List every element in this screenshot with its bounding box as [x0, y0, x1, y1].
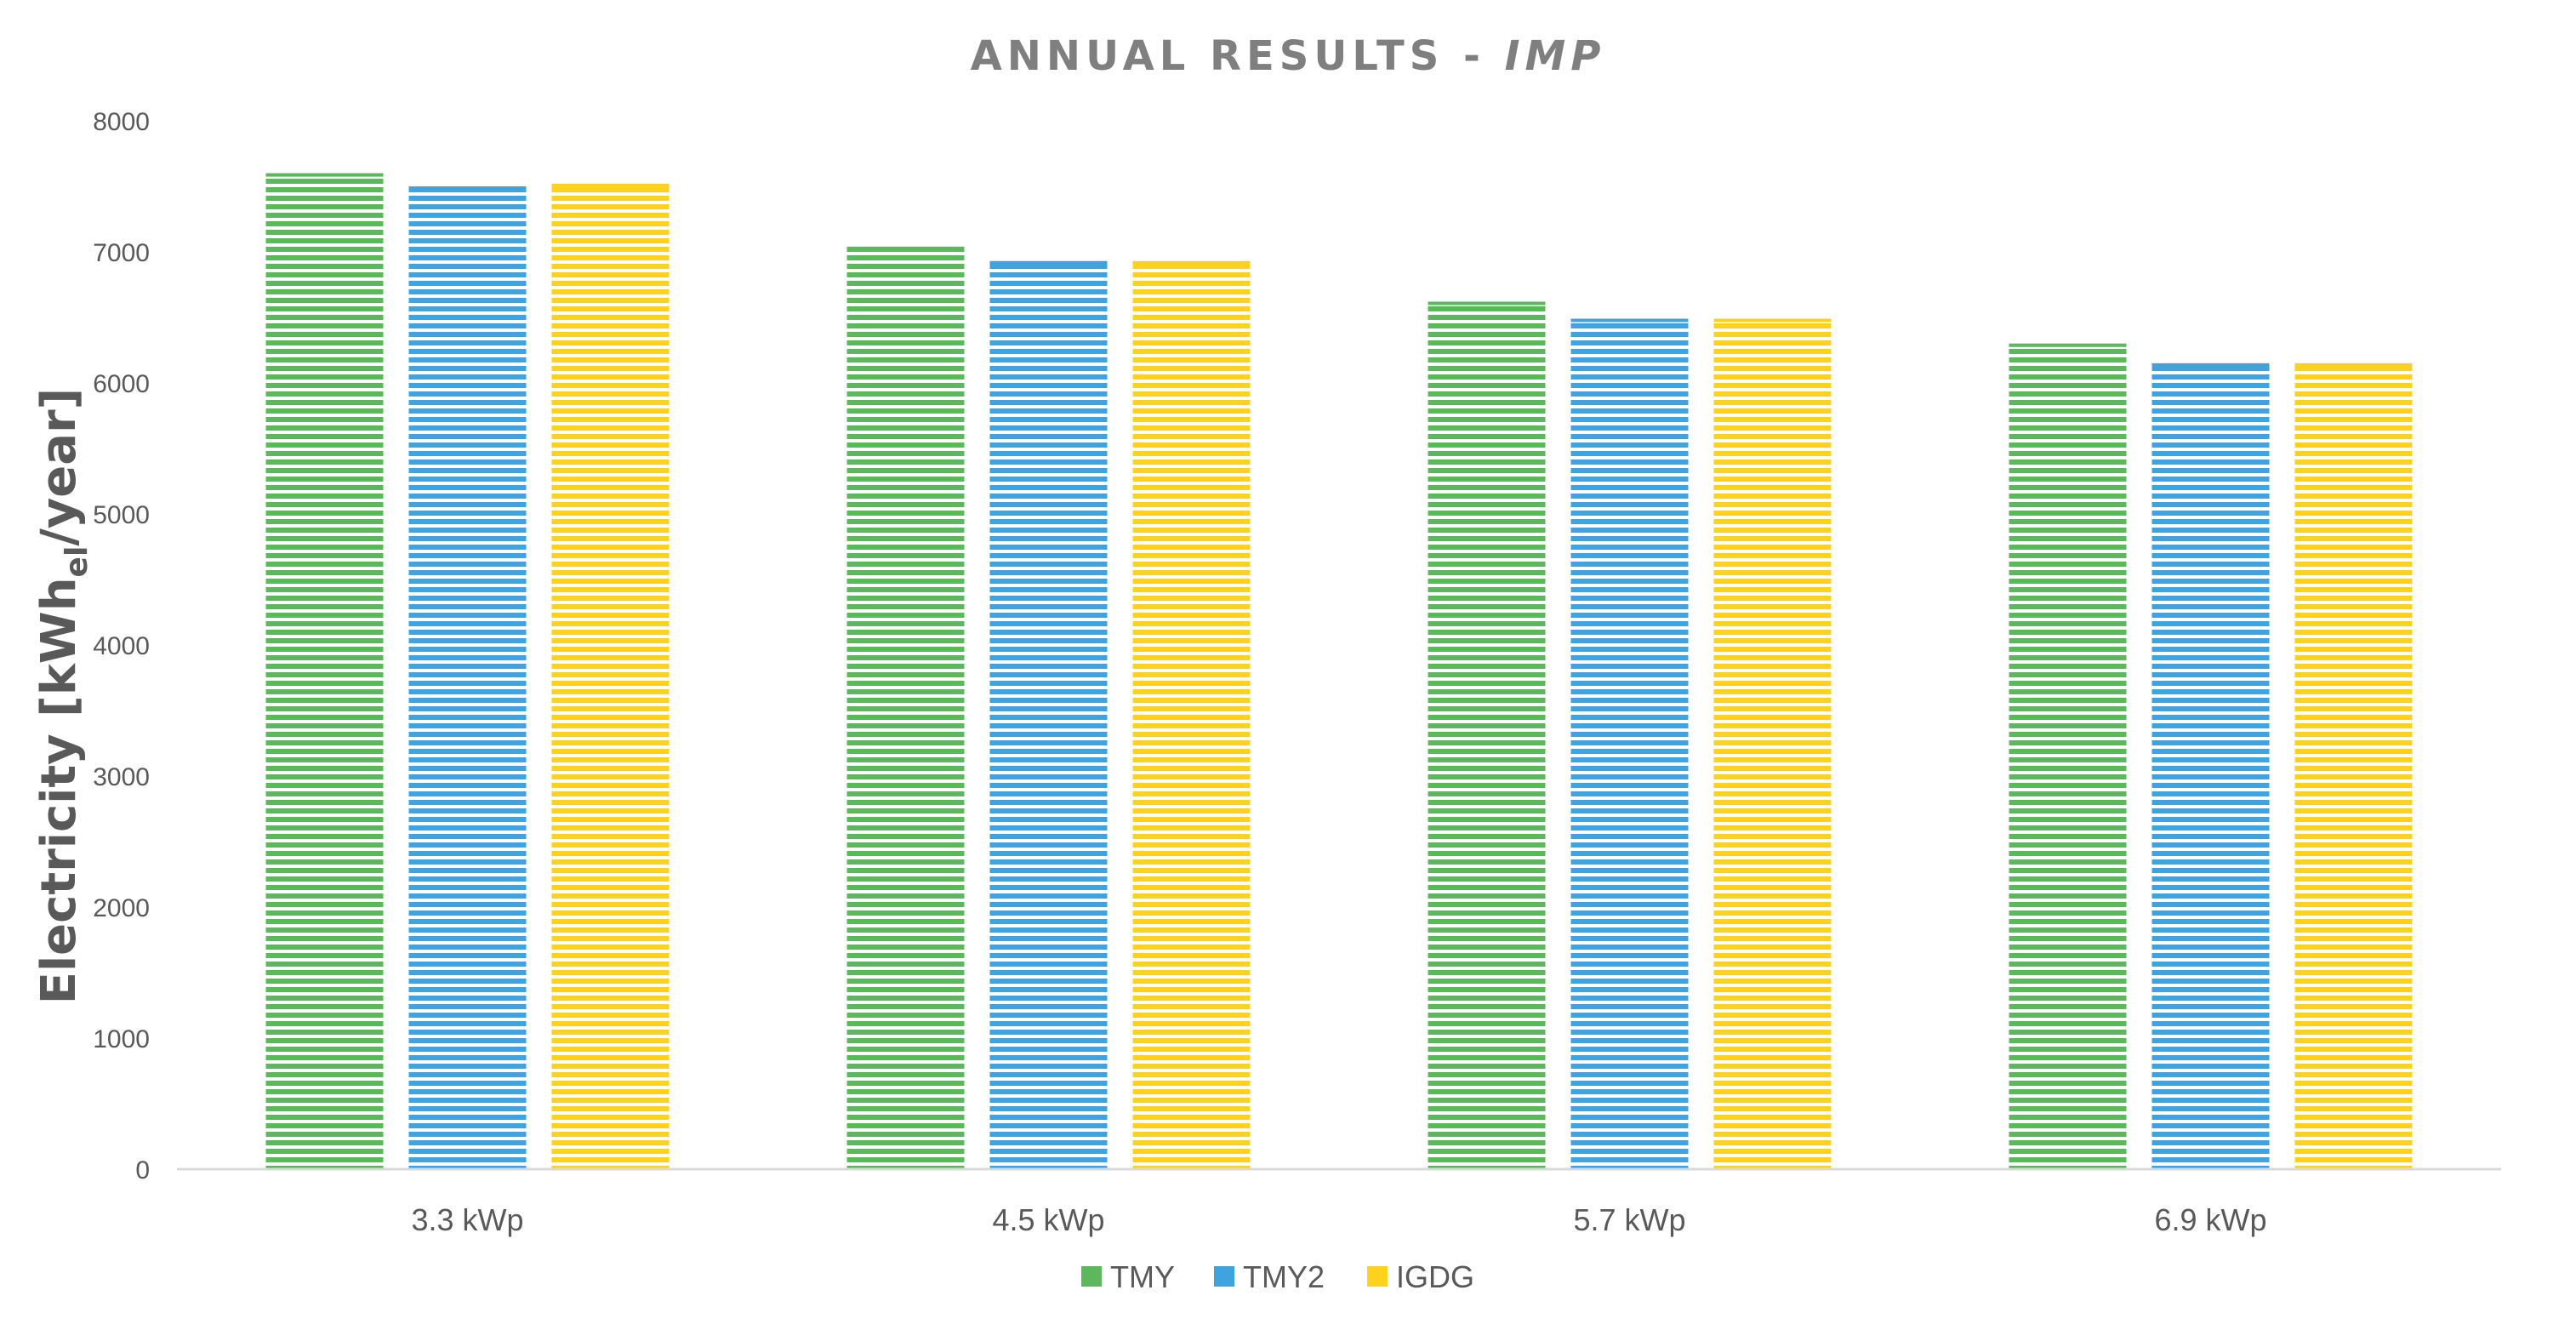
legend-label-igdg: IGDG	[1396, 1259, 1474, 1294]
legend-swatch-tmy2	[1214, 1266, 1234, 1287]
bar-igdg-2	[1132, 260, 1251, 1169]
chart-title: ANNUAL RESULTS - IMP	[971, 32, 1606, 80]
bar-tmy2-1	[408, 186, 527, 1169]
bar-top-edge	[846, 246, 965, 250]
category-labels: 3.3 kWp 4.5 kWp 5.7 kWp 6.9 kWp	[411, 1202, 2266, 1237]
y-tick-label: 0	[135, 1156, 150, 1184]
bar-igdg-4	[2294, 362, 2413, 1169]
y-tick-label: 6000	[93, 370, 150, 398]
x-tick-label: 4.5 kWp	[992, 1202, 1104, 1237]
bar-tmy2-2	[989, 260, 1108, 1169]
bar-igdg-3	[1713, 318, 1832, 1169]
bar-top-edge	[989, 260, 1108, 265]
bar-top-edge	[1570, 318, 1689, 323]
y-axis-ticks: 0 1000 2000 3000 4000 5000 6000 7000 8000	[93, 108, 150, 1184]
bar-tmy-2	[846, 246, 965, 1170]
bar-tmy-3	[1428, 301, 1546, 1169]
bar-top-edge	[551, 183, 670, 187]
y-axis-label-subscript: el	[60, 546, 94, 578]
x-tick-label: 5.7 kWp	[1573, 1202, 1685, 1237]
bar-top-edge	[2009, 343, 2127, 347]
y-tick-label: 7000	[93, 239, 150, 267]
legend-swatch-tmy	[1081, 1266, 1102, 1287]
bar-top-edge	[1132, 260, 1251, 265]
bar-top-edge	[1428, 301, 1546, 305]
bar-tmy-1	[265, 173, 384, 1170]
legend-label-tmy: TMY	[1110, 1259, 1175, 1294]
bar-top-edge	[2294, 362, 2413, 367]
bar-top-edge	[1713, 318, 1832, 323]
bar-top-edge	[2151, 362, 2270, 367]
legend-swatch-igdg	[1367, 1266, 1388, 1287]
bar-igdg-1	[551, 183, 670, 1169]
y-tick-label: 5000	[93, 501, 150, 529]
bars	[265, 173, 2413, 1170]
y-tick-label: 1000	[93, 1025, 150, 1053]
chart-title-italic: IMP	[1505, 32, 1606, 80]
legend: TMY TMY2 IGDG	[1081, 1259, 1474, 1294]
y-tick-label: 4000	[93, 632, 150, 660]
bar-tmy-4	[2009, 343, 2127, 1169]
y-tick-label: 2000	[93, 894, 150, 922]
bar-top-edge	[408, 186, 527, 190]
chart-title-main: ANNUAL RESULTS -	[971, 32, 1505, 80]
x-tick-label: 6.9 kWp	[2154, 1202, 2266, 1237]
y-axis-label-end: /year]	[31, 388, 87, 546]
y-axis-label-main: Electricity [kWh	[31, 577, 87, 1004]
y-tick-label: 3000	[93, 763, 150, 791]
x-tick-label: 3.3 kWp	[411, 1202, 523, 1237]
bar-tmy2-4	[2151, 362, 2270, 1169]
bar-tmy2-3	[1570, 318, 1689, 1169]
bar-top-edge	[265, 173, 384, 177]
y-tick-label: 8000	[93, 108, 150, 136]
legend-label-tmy2: TMY2	[1243, 1259, 1325, 1294]
y-axis-label: Electricity [kWhel/year]	[31, 388, 94, 1005]
